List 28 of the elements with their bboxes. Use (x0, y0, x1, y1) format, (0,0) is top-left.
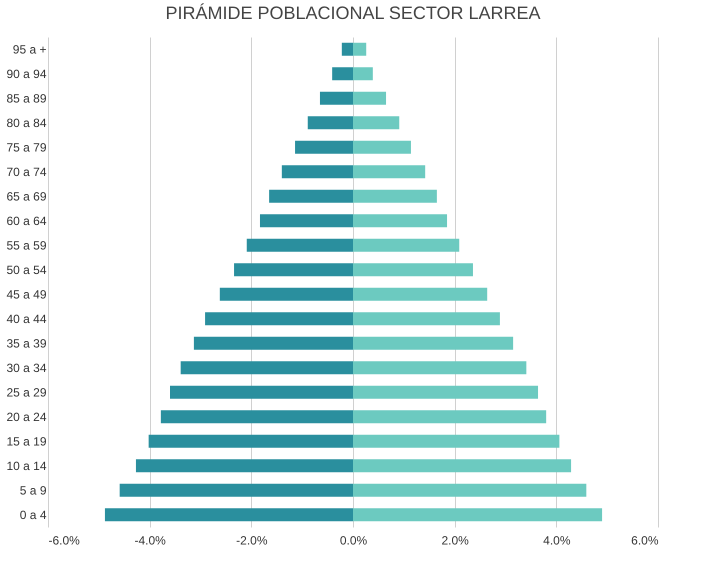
y-tick-label: 5 a 9 (20, 483, 47, 498)
y-tick-label: 45 a 49 (6, 287, 47, 302)
y-tick-label: 20 a 24 (6, 410, 47, 424)
y-tick-label: 40 a 44 (6, 312, 47, 326)
y-tick-label: 60 a 64 (6, 214, 47, 228)
y-tick-label: 65 a 69 (6, 189, 47, 204)
y-tick-label: 10 a 14 (6, 458, 47, 473)
x-tick-label: -6.0% (48, 534, 80, 548)
x-tick-label: -2.0% (236, 534, 268, 548)
y-tick-label: 70 a 74 (6, 164, 47, 179)
y-tick-label: 85 a 89 (6, 91, 47, 106)
y-tick-label: 90 a 94 (6, 66, 47, 81)
x-tick-label: 0.0% (340, 534, 368, 548)
y-tick-label: 25 a 29 (6, 385, 47, 400)
y-tick-label: 30 a 34 (6, 360, 47, 375)
y-tick-label: 80 a 84 (6, 116, 47, 130)
y-tick-label: 75 a 79 (6, 140, 47, 154)
y-tick-label: 95 a + (12, 42, 46, 56)
x-tick-label: 2.0% (441, 534, 470, 548)
y-tick-label: 35 a 39 (6, 336, 47, 350)
y-tick-label: 55 a 59 (6, 238, 47, 252)
y-tick-label: 0 a 4 (20, 508, 47, 522)
x-tick-label: 4.0% (543, 534, 571, 548)
x-tick-label: 6.0% (631, 534, 659, 548)
y-tick-label: 15 a 19 (6, 434, 47, 448)
y-tick-label: 50 a 54 (6, 262, 47, 277)
x-tick-label: -4.0% (134, 534, 166, 548)
chart-title: PIRÁMIDE POBLACIONAL SECTOR LARREA (165, 3, 541, 23)
